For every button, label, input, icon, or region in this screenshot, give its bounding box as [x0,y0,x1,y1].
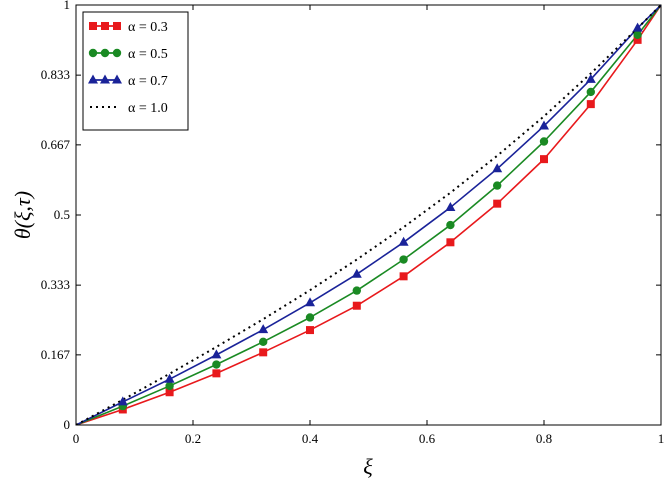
legend-marker [112,48,122,58]
legend-label: α = 1.0 [128,101,168,116]
legend-marker [100,74,110,84]
series-line-1 [76,5,661,425]
x-tick-label: 0.2 [185,431,201,446]
data-point [539,137,549,146]
legend-marker [89,22,97,30]
tick-layer: 0 0.2 0.4 0.6 0.8 1 0 0.167 0.333 0.5 0.667 0.833 1 [41,0,665,446]
data-point [586,87,595,97]
y-axis-label: θ(ξ,τ) [10,191,35,239]
data-point [493,181,502,190]
series-line-3 [76,5,661,425]
x-tick-label: 0.8 [536,431,552,446]
legend-label: α = 0.7 [128,74,168,89]
data-point [399,272,408,281]
series-line-2 [76,5,661,425]
y-tick-label: 0.167 [41,347,71,362]
data-point [259,337,268,347]
x-tick-label: 0.6 [419,431,436,446]
data-point [164,373,175,383]
legend-marker [88,48,98,58]
x-tick-label: 0 [73,431,80,446]
data-point [632,22,643,32]
legend-marker [100,48,110,58]
data-point [211,349,222,359]
y-tick-label: 0 [64,417,71,432]
legend-label: α = 0.3 [128,20,168,35]
data-point [212,369,221,378]
legend-box [82,11,189,131]
data-point [351,268,362,278]
data-point [633,35,642,44]
data-point [633,30,642,40]
data-point [306,326,314,335]
y-tick-label: 0.833 [41,67,70,82]
data-point [585,73,596,83]
data-point [258,324,269,334]
data-point [305,313,315,322]
series-layer [76,5,661,425]
series-line-0 [76,5,661,425]
marker-layer [117,22,643,414]
data-point [398,236,409,246]
legend: α = 0.3 α = 0.5 α = 0.7 α = 1.0 [82,11,189,131]
data-point [493,199,502,208]
data-point [445,201,456,211]
data-point [540,155,548,164]
legend-marker [112,74,122,84]
data-point [305,297,315,307]
data-point [446,238,455,247]
data-point [352,286,361,295]
x-axis-label: ξ [363,454,373,479]
data-point [259,348,268,357]
legend-marker [101,22,109,30]
data-point [539,120,549,130]
x-tick-label: 0.4 [302,431,319,446]
data-point [212,360,221,369]
y-tick-label: 0.333 [41,277,70,292]
data-point [399,255,408,264]
data-point [165,388,174,397]
data-point [352,301,361,310]
x-tick-label: 1 [658,431,665,446]
y-tick-label: 0.667 [41,137,71,152]
data-point [165,381,174,391]
y-tick-label: 0.5 [54,207,70,222]
data-point [446,220,455,230]
y-tick-label: 1 [64,0,71,12]
legend-marker [88,74,98,84]
legend-label: α = 0.5 [128,47,168,62]
data-point [492,163,503,173]
data-point [586,100,595,109]
data-point [117,396,128,406]
legend-marker [113,22,121,30]
